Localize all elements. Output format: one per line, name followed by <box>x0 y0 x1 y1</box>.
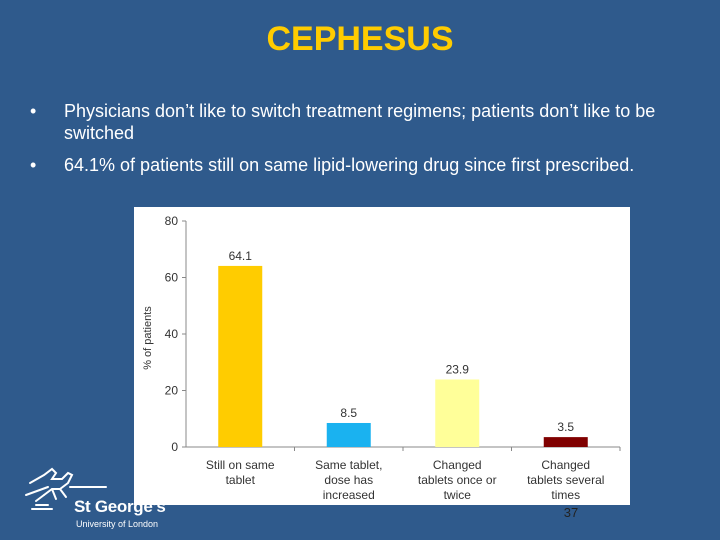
x-tick-label-line: Same tablet, <box>315 458 382 472</box>
x-tick-label-line: Changed <box>433 458 482 472</box>
x-tick-label-line: tablet <box>226 473 256 487</box>
logo-subtitle: University of London <box>76 519 159 529</box>
bullet-symbol: • <box>30 155 37 175</box>
x-tick-label-line: tablets several <box>527 473 604 487</box>
x-tick-label-line: Changed <box>541 458 590 472</box>
y-tick-label: 0 <box>171 440 178 454</box>
logo-name: St George’s <box>74 497 166 516</box>
bar <box>218 265 263 447</box>
bar <box>326 422 371 447</box>
x-tick-label-line: tablets once or <box>418 473 497 487</box>
horse-rider-logo-icon <box>25 467 107 510</box>
y-tick-label: 80 <box>165 214 179 228</box>
slide-title: CEPHESUS <box>266 20 454 58</box>
y-tick-label: 60 <box>165 271 179 285</box>
chart-background <box>134 207 630 505</box>
data-label: 23.9 <box>446 362 470 376</box>
x-tick-label: Changed tablets several times <box>527 458 604 502</box>
slide-number: 37 <box>563 505 579 520</box>
y-axis-label: % of patients <box>142 306 154 370</box>
bar <box>543 437 588 447</box>
x-tick-label: Still on same tablet <box>206 458 275 487</box>
data-label: 8.5 <box>340 406 357 420</box>
x-tick-label-line: increased <box>323 488 375 502</box>
bullet-item: • Physicians don’t like to switch treatm… <box>30 100 690 144</box>
x-tick-label: Changed tablets once or twice <box>418 458 497 502</box>
data-label: 3.5 <box>557 420 574 434</box>
x-tick-label: Same tablet, dose has increased <box>315 458 382 502</box>
bullet-item: • 64.1% of patients still on same lipid-… <box>30 154 690 176</box>
x-tick-label-line: Still on same <box>206 458 275 472</box>
x-tick-label-line: twice <box>444 488 472 502</box>
y-tick-label: 40 <box>165 327 179 341</box>
data-label: 64.1 <box>229 249 253 263</box>
bullet-text: Physicians don’t like to switch treatmen… <box>64 101 656 143</box>
x-tick-label-line: times <box>551 488 580 502</box>
bullet-symbol: • <box>30 101 37 121</box>
bar <box>435 379 480 447</box>
bullet-text: 64.1% of patients still on same lipid-lo… <box>64 155 635 175</box>
y-tick-label: 20 <box>165 384 179 398</box>
bullet-list: • Physicians don’t like to switch treatm… <box>30 100 690 186</box>
x-tick-label-line: dose has <box>324 473 373 487</box>
